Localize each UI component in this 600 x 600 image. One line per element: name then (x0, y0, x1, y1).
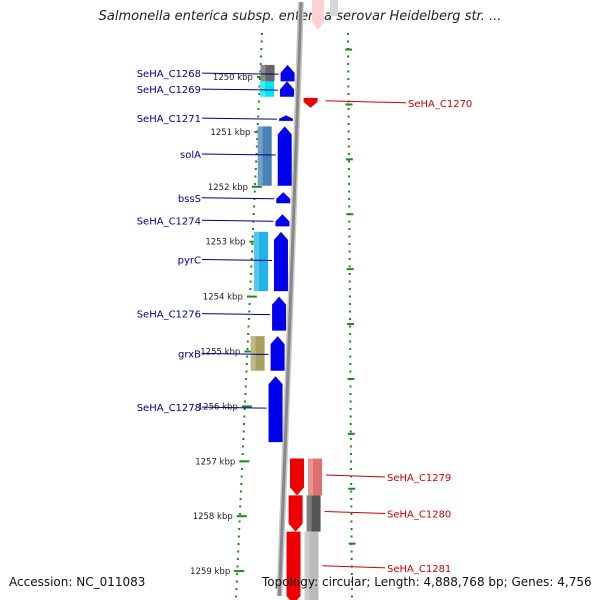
cog-category-box (253, 231, 268, 292)
tick-label: 1257 kbp (195, 457, 235, 467)
cog-fill (307, 458, 322, 496)
label-connector (201, 406, 267, 409)
gene-features (250, 64, 322, 600)
label-connector (201, 219, 274, 222)
cog-fill (250, 336, 265, 371)
tick-label: 1254 kbp (203, 293, 243, 303)
gene-label: SeHA_C1270 (408, 99, 472, 110)
label-connector (325, 474, 386, 478)
label-connector (324, 510, 386, 514)
cog-highlight (306, 495, 312, 532)
outer-tick-ring (347, 33, 353, 598)
partial-reverse-gene (312, 0, 324, 30)
forward-gene (276, 192, 291, 204)
cog-fill (304, 531, 319, 600)
label-connector (201, 313, 271, 316)
cog-highlight (250, 336, 256, 371)
label-connector (201, 117, 278, 120)
reverse-gene (289, 458, 304, 496)
cog-highlight (253, 231, 259, 292)
forward-gene (270, 336, 285, 371)
gene-label: SeHA_C1271 (137, 114, 201, 125)
partial-cog-box (330, 0, 338, 16)
cog-fill (260, 81, 275, 97)
accession-label: Accession: NC_011083 (9, 575, 146, 589)
cog-category-box (250, 336, 265, 371)
cog-category-box (260, 81, 275, 97)
forward-gene (277, 126, 292, 186)
cog-highlight (304, 531, 310, 600)
cog-category-box (257, 126, 272, 186)
label-connector (201, 88, 279, 91)
gene-label: grxB (178, 349, 201, 360)
cog-highlight (260, 81, 266, 97)
reverse-gene (286, 531, 301, 600)
reverse-gene (288, 495, 303, 532)
cog-highlight (257, 126, 263, 186)
cog-category-box (307, 458, 322, 496)
forward-gene (279, 115, 294, 121)
cog-fill (260, 64, 275, 82)
gene-label: SeHA_C1269 (137, 85, 201, 96)
gene-label: SeHA_C1281 (387, 564, 451, 575)
backbone-line (277, 1, 303, 597)
gene-label: SeHA_C1278 (137, 403, 201, 414)
top-caps (312, 0, 338, 30)
label-connector (201, 258, 272, 261)
forward-gene (268, 376, 283, 443)
genome-summary: Topology: circular; Length: 4,888,768 bp… (262, 575, 592, 589)
gene-label: solA (180, 150, 201, 161)
label-connector (201, 153, 276, 156)
tick-label: 1255 kbp (200, 348, 240, 358)
label-connector (201, 197, 275, 200)
cog-category-box (304, 531, 319, 600)
gene-label: bssS (178, 194, 201, 205)
label-connector (201, 352, 269, 355)
cog-fill (306, 495, 321, 532)
forward-gene (275, 214, 290, 227)
gene-label: SeHA_C1268 (137, 69, 201, 80)
gene-label: pyrC (178, 255, 201, 266)
tick-label: 1259 kbp (190, 567, 230, 577)
forward-gene (280, 81, 295, 97)
tick-label: 1253 kbp (205, 238, 245, 248)
forward-gene (273, 231, 288, 292)
gene-label: SeHA_C1279 (387, 473, 451, 484)
gene-label: SeHA_C1276 (137, 310, 201, 321)
cog-highlight (260, 64, 266, 82)
label-connector (325, 100, 407, 104)
cog-fill (253, 231, 268, 292)
tick-label: 1252 kbp (208, 183, 248, 193)
forward-gene (280, 64, 295, 82)
reverse-gene (303, 97, 318, 108)
forward-gene (272, 296, 287, 331)
tick-label: 1251 kbp (210, 128, 250, 138)
label-connector (322, 565, 386, 569)
tick-label: 1250 kbp (213, 73, 253, 83)
cog-fill (257, 126, 272, 186)
inner-tick-ring (235, 33, 263, 598)
gene-label: SeHA_C1280 (387, 509, 451, 520)
backbone (276, 1, 304, 597)
label-connector (201, 72, 279, 75)
gene-label: SeHA_C1274 (137, 216, 201, 227)
tick-rings (235, 33, 353, 598)
cog-highlight (307, 458, 313, 496)
cog-category-box (260, 64, 275, 82)
cog-category-box (306, 495, 321, 532)
gene-labels: SeHA_C1268 SeHA_C1269 SeHA_C1271 solA bssS Se… (137, 69, 473, 575)
tick-label: 1258 kbp (193, 512, 233, 522)
